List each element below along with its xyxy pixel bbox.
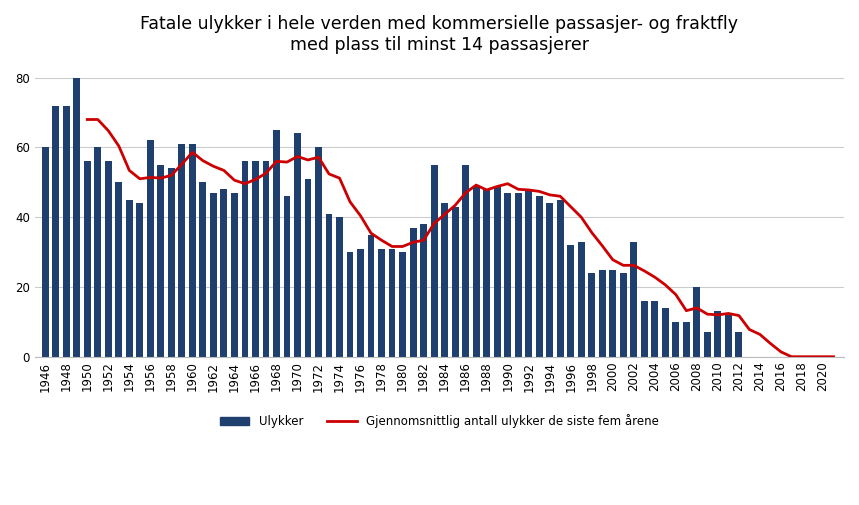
Bar: [231, 193, 238, 357]
Bar: [84, 162, 91, 357]
Bar: [210, 193, 216, 357]
Bar: [620, 273, 627, 357]
Bar: [557, 200, 564, 357]
Bar: [567, 245, 574, 357]
Bar: [126, 200, 133, 357]
Bar: [105, 162, 112, 357]
Bar: [662, 308, 669, 357]
Bar: [673, 322, 679, 357]
Bar: [536, 196, 543, 357]
Bar: [73, 78, 80, 357]
Bar: [609, 270, 616, 357]
Bar: [420, 224, 427, 357]
Bar: [336, 217, 343, 357]
Bar: [578, 241, 585, 357]
Bar: [693, 287, 700, 357]
Bar: [599, 270, 606, 357]
Bar: [252, 162, 259, 357]
Bar: [147, 140, 154, 357]
Bar: [241, 162, 248, 357]
Bar: [199, 182, 206, 357]
Bar: [273, 130, 280, 357]
Bar: [462, 165, 469, 357]
Bar: [179, 144, 186, 357]
Bar: [399, 252, 406, 357]
Bar: [526, 189, 532, 357]
Bar: [651, 301, 658, 357]
Bar: [168, 168, 174, 357]
Bar: [305, 179, 312, 357]
Bar: [704, 332, 710, 357]
Bar: [430, 165, 437, 357]
Bar: [221, 189, 228, 357]
Bar: [347, 252, 353, 357]
Bar: [641, 301, 648, 357]
Bar: [326, 214, 332, 357]
Bar: [588, 273, 595, 357]
Bar: [368, 235, 375, 357]
Bar: [283, 196, 290, 357]
Bar: [484, 189, 490, 357]
Bar: [442, 203, 448, 357]
Bar: [735, 332, 742, 357]
Bar: [546, 203, 553, 357]
Legend: Ulykker, Gjennomsnittlig antall ulykker de siste fem årene: Ulykker, Gjennomsnittlig antall ulykker …: [216, 410, 663, 433]
Bar: [715, 312, 722, 357]
Title: Fatale ulykker i hele verden med kommersielle passasjer- og fraktfly
med plass t: Fatale ulykker i hele verden med kommers…: [140, 15, 739, 54]
Bar: [94, 147, 101, 357]
Bar: [378, 248, 385, 357]
Bar: [157, 165, 164, 357]
Bar: [263, 162, 270, 357]
Bar: [472, 186, 479, 357]
Bar: [452, 207, 459, 357]
Bar: [388, 248, 395, 357]
Bar: [504, 193, 511, 357]
Bar: [357, 248, 364, 357]
Bar: [515, 193, 521, 357]
Bar: [494, 186, 501, 357]
Bar: [189, 144, 196, 357]
Bar: [725, 315, 732, 357]
Bar: [315, 147, 322, 357]
Bar: [683, 322, 690, 357]
Bar: [294, 133, 301, 357]
Bar: [42, 147, 49, 357]
Bar: [631, 241, 637, 357]
Bar: [137, 203, 143, 357]
Bar: [63, 106, 70, 357]
Bar: [115, 182, 122, 357]
Bar: [410, 228, 417, 357]
Bar: [52, 106, 59, 357]
